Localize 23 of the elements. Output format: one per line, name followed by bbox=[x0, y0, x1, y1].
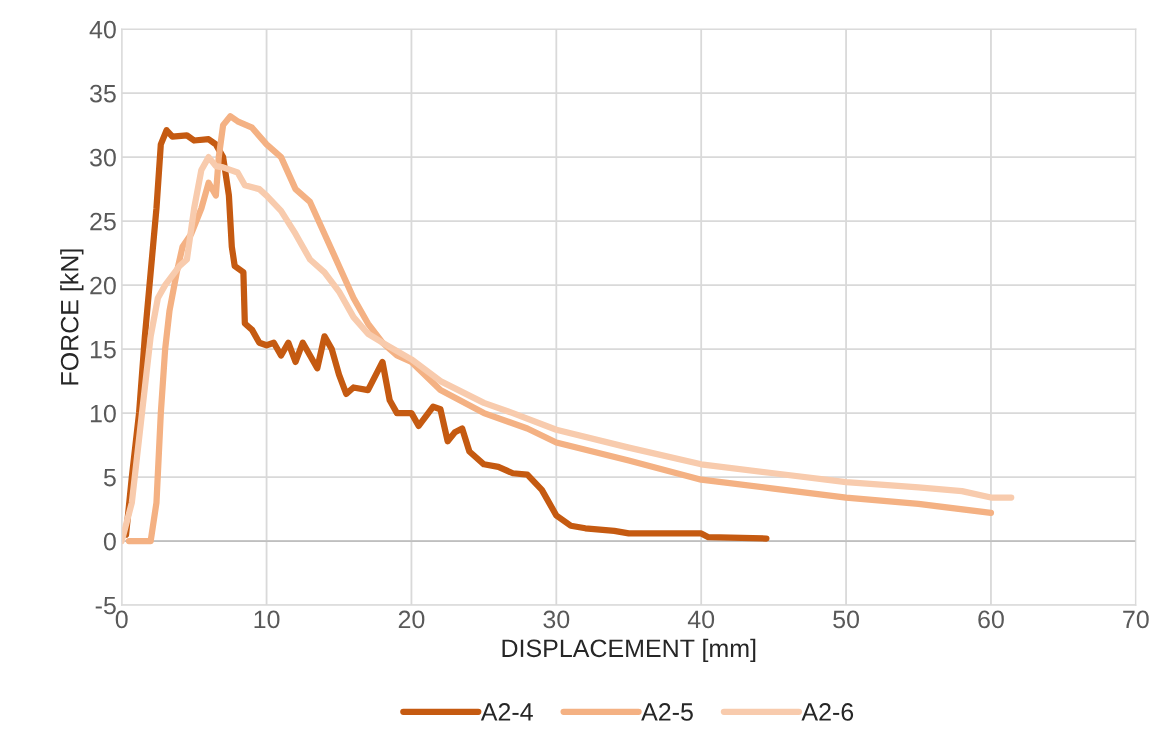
y-tick-label: -5 bbox=[95, 596, 116, 615]
x-tick-label: 40 bbox=[687, 610, 715, 629]
y-tick-label: 40 bbox=[89, 20, 116, 39]
x-tick-label: 20 bbox=[398, 610, 425, 629]
x-axis-title: DISPLACEMENT [mm] bbox=[502, 638, 756, 663]
y-tick-label: 10 bbox=[90, 404, 116, 423]
y-tick-label: 30 bbox=[89, 148, 116, 167]
x-tick-label: 30 bbox=[543, 610, 570, 629]
y-tick-label: 5 bbox=[103, 468, 116, 487]
y-tick-label: 20 bbox=[90, 276, 116, 295]
legend-label: A2-4 bbox=[480, 703, 533, 721]
x-tick-label: 60 bbox=[978, 610, 1004, 629]
y-tick-label: 15 bbox=[90, 340, 116, 359]
x-tick-label: 0 bbox=[115, 610, 128, 629]
legend-label: A2-5 bbox=[641, 703, 693, 721]
y-tick-label: 35 bbox=[89, 84, 116, 103]
y-axis-title: FORCE [kN] bbox=[60, 249, 84, 385]
y-tick-label: 0 bbox=[103, 532, 116, 551]
x-tick-label: 10 bbox=[254, 610, 280, 629]
x-tick-label: 50 bbox=[833, 610, 859, 629]
legend-label: A2-6 bbox=[801, 703, 854, 721]
x-tick-label: 70 bbox=[1123, 610, 1149, 629]
y-tick-label: 25 bbox=[90, 212, 116, 231]
